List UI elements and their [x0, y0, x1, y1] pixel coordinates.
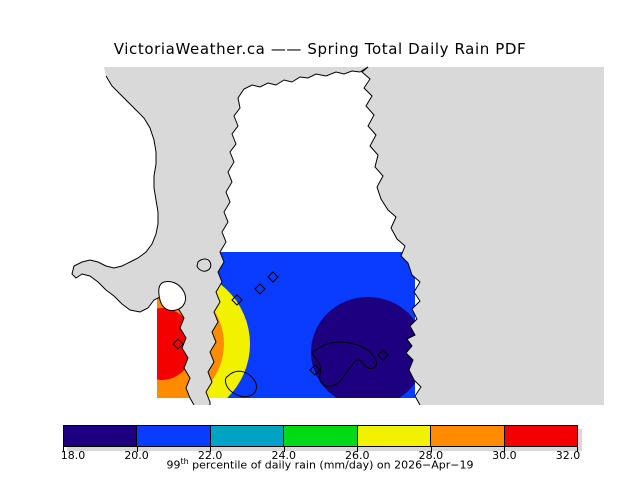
caption-prefix: 99	[166, 458, 181, 472]
colorbar-band-26.0-28.0[interactable]	[357, 426, 432, 446]
land-overlay-east	[362, 67, 604, 405]
caption-suffix: percentile of daily rain (mm/day) on 202…	[188, 458, 474, 472]
island-outline-central	[224, 370, 257, 398]
diamond-marker[interactable]	[309, 364, 321, 376]
coastline-west	[71, 75, 195, 405]
diamond-marker[interactable]	[231, 294, 243, 306]
colorbar-tick-label: 20.0	[124, 449, 149, 462]
colorbar-band-18.0-20.0[interactable]	[64, 426, 138, 446]
diamond-marker[interactable]	[172, 338, 184, 350]
station-markers[interactable]	[172, 271, 389, 376]
colorbar-tick-label: 30.0	[492, 449, 517, 462]
page-title: VictoriaWeather.ca —— Spring Total Daily…	[113, 40, 527, 58]
colorbar-band-30.0-32.0[interactable]	[504, 426, 577, 446]
colorbar-caption: 99th percentile of daily rain (mm/day) o…	[0, 457, 640, 472]
colorbar-tick-label: 26.0	[345, 449, 370, 462]
map-canvas[interactable]	[68, 60, 604, 405]
colorbar-strip[interactable]	[63, 425, 578, 447]
colorbar-tick	[283, 447, 285, 452]
coastline-bay-west	[158, 281, 187, 311]
caption-superscript: th	[180, 457, 189, 466]
map-panel[interactable]	[68, 60, 604, 405]
colorbar-band-22.0-24.0[interactable]	[210, 426, 285, 446]
colorbar-tick	[577, 447, 578, 452]
colorbar[interactable]: 18.0 20.0 22.0 24.0 26.0 28.0 30.0 32.0	[61, 425, 584, 462]
colorbar-tick-label: 18.0	[60, 449, 86, 462]
colorbar-band-28.0-30.0[interactable]	[431, 426, 505, 446]
island-outline-north	[196, 258, 212, 272]
colorbar-band-20.0-22.0[interactable]	[137, 426, 211, 446]
coastline-east	[361, 66, 422, 405]
colorbar-tick-labels: 18.0 20.0 22.0 24.0 26.0 28.0 30.0 32.0	[60, 449, 581, 463]
colorbar-tick-label: 24.0	[271, 449, 296, 462]
coastline-inlet-north	[205, 66, 369, 405]
colorbar-band-24.0-26.0[interactable]	[284, 426, 358, 446]
colorbar-tick	[504, 447, 506, 452]
colorbar-tick	[210, 447, 212, 452]
colorbar-tick-label: 28.0	[418, 449, 444, 462]
colorbar-tick	[357, 447, 359, 452]
colorbar-tick	[430, 447, 432, 452]
diamond-marker[interactable]	[267, 271, 279, 283]
land-overlay-west	[72, 67, 368, 405]
colorbar-tick	[136, 447, 138, 452]
colorbar-tick-label: 32.0	[555, 449, 581, 462]
diamond-marker[interactable]	[377, 349, 389, 361]
colorbar-tick-label: 22.0	[197, 449, 223, 462]
colorbar-tick	[63, 447, 64, 452]
island-outline-south	[312, 341, 377, 387]
colorbar-ticks	[63, 447, 578, 459]
diamond-marker[interactable]	[254, 283, 266, 295]
